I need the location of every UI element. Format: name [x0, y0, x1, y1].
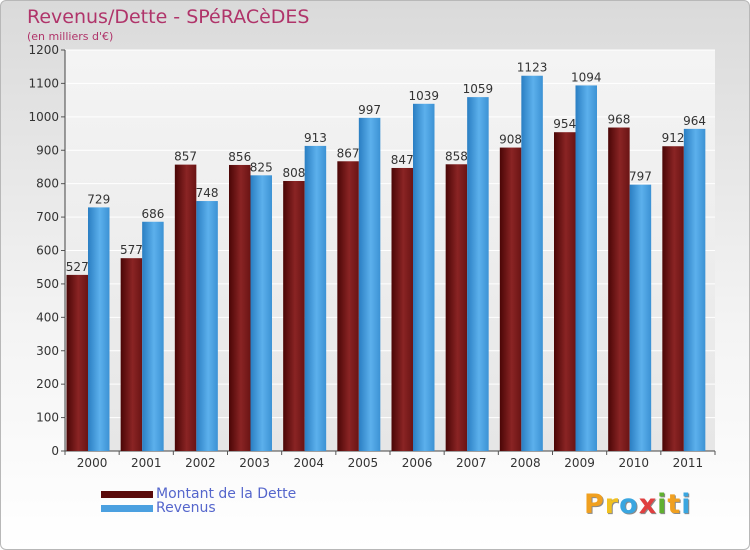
data-label-debt-2005: 867	[337, 146, 360, 160]
data-label-debt-2006: 847	[391, 153, 414, 167]
bar-revenue-2010	[629, 184, 652, 451]
data-label-debt-2003: 856	[228, 150, 251, 164]
x-tick-label: 2004	[293, 456, 324, 470]
y-tick-label: 600	[36, 244, 59, 258]
legend-label-revenue: Revenus	[156, 500, 216, 516]
bar-debt-2003	[229, 164, 251, 451]
bar-debt-2007	[445, 164, 468, 451]
bar-revenue-2004	[304, 145, 327, 452]
y-tick-label: 700	[36, 210, 59, 224]
data-label-revenue-2011: 964	[683, 114, 706, 128]
bar-revenue-2001	[142, 221, 164, 451]
bar-revenue-2008	[521, 75, 543, 451]
data-label-debt-2000: 527	[66, 260, 89, 274]
y-tick-label: 500	[36, 277, 59, 291]
data-label-revenue-2000: 729	[87, 192, 110, 206]
x-tick-label: 2009	[564, 456, 595, 470]
chart-title: Revenus/Dette - SPéRACèDES	[27, 6, 310, 28]
bar-debt-2006	[391, 167, 413, 452]
bar-debt-2008	[499, 147, 522, 451]
data-label-debt-2001: 577	[120, 243, 143, 257]
data-label-revenue-2009: 1094	[571, 70, 602, 84]
chart-subtitle: (en milliers d'€)	[27, 30, 114, 43]
bar-debt-2001	[120, 258, 143, 451]
bar-debt-2004	[283, 180, 305, 451]
data-label-debt-2004: 808	[282, 166, 305, 180]
bar-revenue-2003	[250, 175, 272, 451]
y-tick-label: 300	[36, 344, 59, 358]
proxiti-logo: Proxiti	[584, 489, 692, 520]
y-tick-label: 400	[36, 310, 59, 324]
data-label-revenue-2004: 913	[304, 131, 327, 145]
bar-debt-2011	[662, 146, 684, 452]
y-tick-label: 0	[51, 444, 59, 458]
x-tick-label: 2000	[77, 456, 108, 470]
bar-revenue-2005	[358, 117, 381, 452]
bar-debt-2010	[608, 127, 630, 451]
bar-revenue-2007	[467, 97, 489, 452]
x-tick-label: 2006	[402, 456, 433, 470]
legend-swatch-debt	[101, 491, 153, 498]
bar-revenue-2006	[413, 103, 435, 451]
bar-debt-2002	[174, 164, 197, 451]
bar-debt-2005	[337, 161, 359, 451]
y-tick-label: 200	[36, 377, 59, 391]
y-tick-label: 1000	[28, 110, 59, 124]
x-tick-label: 2010	[618, 456, 649, 470]
data-label-debt-2011: 912	[662, 131, 685, 145]
data-label-debt-2002: 857	[174, 150, 197, 164]
y-tick-label: 1100	[28, 76, 59, 90]
x-tick-label: 2001	[131, 456, 162, 470]
x-tick-label: 2007	[456, 456, 487, 470]
x-tick-label: 2008	[510, 456, 541, 470]
data-label-revenue-2002: 748	[196, 186, 219, 200]
y-tick-label: 900	[36, 143, 59, 157]
data-label-revenue-2005: 997	[358, 103, 381, 117]
data-label-debt-2008: 908	[499, 133, 522, 147]
bar-revenue-2009	[575, 85, 597, 452]
y-tick-label: 100	[36, 411, 59, 425]
legend-swatch-revenue	[101, 505, 153, 512]
bar-debt-2000	[66, 274, 88, 451]
data-label-revenue-2006: 1039	[408, 89, 439, 103]
data-label-debt-2007: 858	[445, 149, 468, 163]
bar-revenue-2011	[683, 128, 706, 451]
x-tick-label: 2011	[673, 456, 704, 470]
bar-revenue-2002	[196, 201, 218, 451]
x-tick-label: 2005	[348, 456, 379, 470]
bar-revenue-2000	[88, 207, 110, 451]
bar-debt-2009	[554, 132, 576, 451]
data-label-revenue-2010: 797	[629, 170, 652, 184]
data-label-revenue-2007: 1059	[463, 82, 494, 96]
y-tick-label: 800	[36, 177, 59, 191]
data-label-debt-2010: 968	[607, 113, 630, 127]
y-tick-label: 1200	[28, 43, 59, 57]
data-label-revenue-2001: 686	[141, 207, 164, 221]
x-tick-label: 2003	[239, 456, 270, 470]
data-label-revenue-2003: 825	[250, 160, 273, 174]
legend-label-debt: Montant de la Dette	[156, 486, 297, 502]
data-label-revenue-2008: 1123	[517, 61, 548, 75]
data-label-debt-2009: 954	[553, 117, 576, 131]
x-tick-label: 2002	[185, 456, 216, 470]
